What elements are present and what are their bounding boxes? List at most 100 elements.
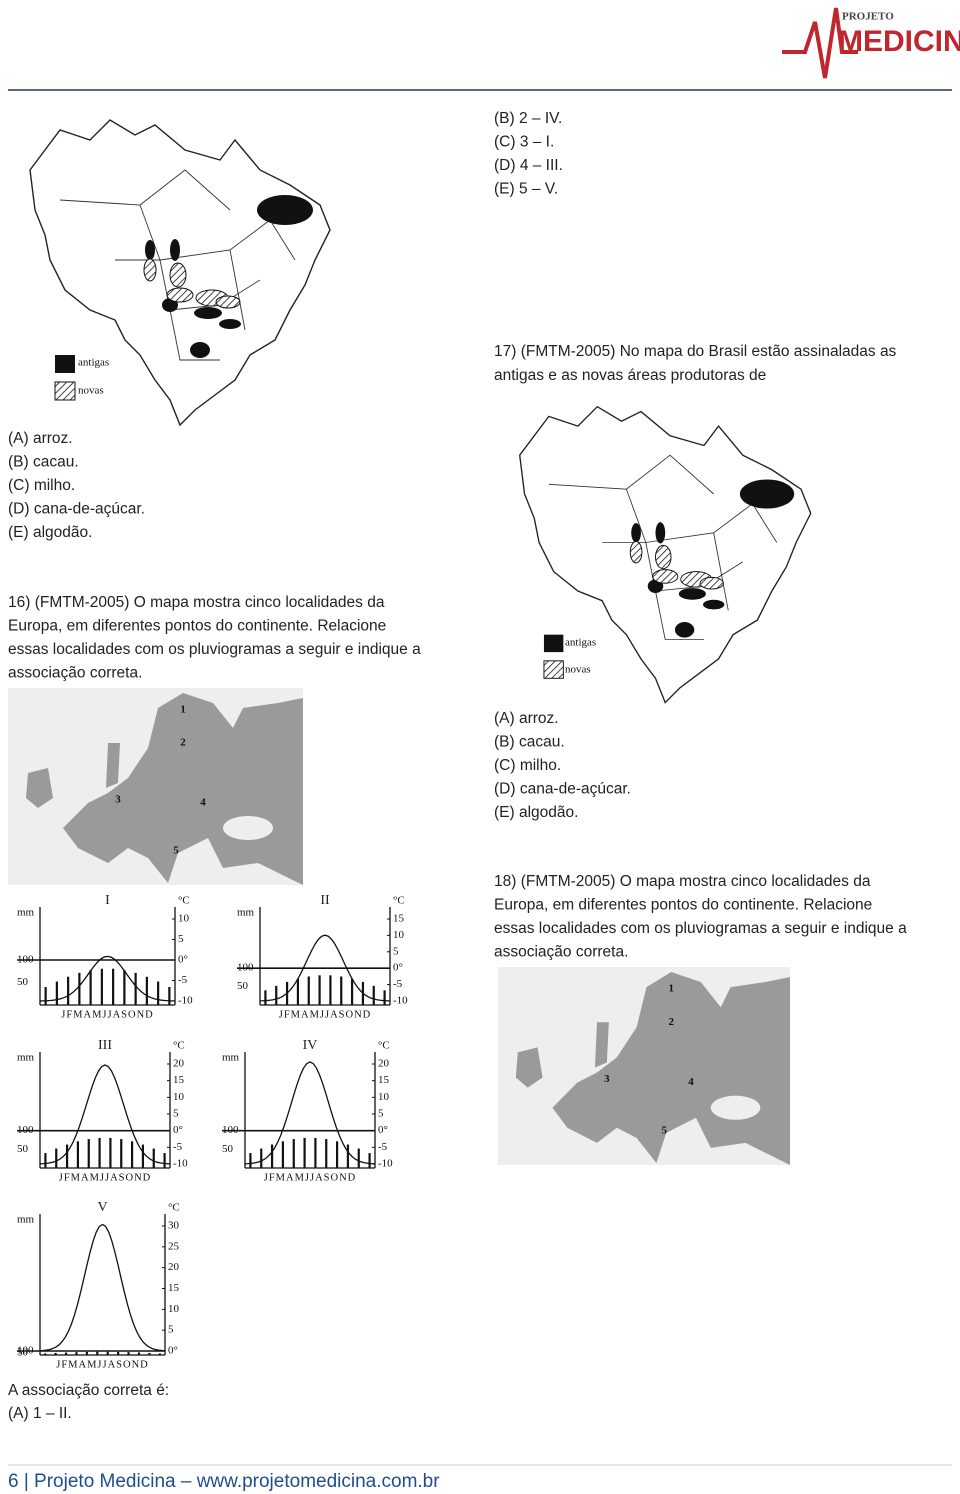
right-tick-label: 10 <box>378 1091 390 1103</box>
question-line: antigas e as novas áreas produtoras de <box>494 367 766 384</box>
logo-pulse <box>782 7 858 79</box>
right-tick-label: 5 <box>393 945 399 957</box>
old-area <box>739 479 795 509</box>
question-line: Europa, em diferentes pontos do continen… <box>494 897 872 914</box>
option: (B) cacau. <box>8 454 79 471</box>
left-tick-label: 100 <box>222 1124 239 1136</box>
option: (A) 1 – II. <box>8 1405 72 1422</box>
old-area <box>170 239 180 261</box>
europe-map: 1 2 3 4 5 <box>498 967 790 1165</box>
logo-top: PROJETO <box>842 11 894 23</box>
state-border <box>229 249 246 331</box>
old-area <box>703 599 725 610</box>
question-line: 17) (FMTM-2005) No mapa do Brasil estão … <box>494 343 897 360</box>
right-tick-label: 15 <box>393 913 405 925</box>
legend-label: novas <box>78 385 104 397</box>
right-tick-label: 30 <box>168 1220 180 1232</box>
question-line: associação correta. <box>8 665 142 682</box>
europe-map: 1 2 3 4 5 <box>8 688 303 885</box>
right-tick-label: 0° <box>393 962 403 974</box>
right-tick-label: -10 <box>393 995 408 1007</box>
new-area <box>655 544 672 570</box>
brazil-map <box>518 405 812 704</box>
option: (A) arroz. <box>8 430 73 447</box>
question-line: 16) (FMTM-2005) O mapa mostra cinco loca… <box>8 594 385 611</box>
old-area <box>655 522 666 544</box>
question-line: associação correta. <box>494 944 628 961</box>
temperature-curve <box>244 1061 376 1165</box>
legend-old <box>55 355 75 373</box>
legend-label: novas <box>565 664 591 676</box>
right-tick-label: -10 <box>173 1158 188 1170</box>
months: JFMAMJJASOND <box>61 1009 154 1020</box>
right-tick-label: -10 <box>178 995 193 1007</box>
axis-unit: mm <box>222 1052 240 1064</box>
legend-new <box>543 660 564 679</box>
left-tick-label: 100 <box>17 1345 34 1357</box>
right-tick-label: 15 <box>173 1074 185 1086</box>
left-tick-label: 50 <box>17 1143 29 1155</box>
state-border <box>269 219 296 261</box>
right-tick-label: 10 <box>178 913 190 925</box>
temperature-curve <box>39 955 176 1002</box>
legend-old <box>543 634 564 653</box>
option: (B) 2 – IV. <box>494 110 562 127</box>
state-border <box>645 503 753 543</box>
months: JFMAMJJASOND <box>264 1172 357 1183</box>
axis-unit: mm <box>237 907 255 919</box>
option: (D) cana-de-açúcar. <box>494 781 631 798</box>
left-tick-label: 100 <box>17 1124 34 1136</box>
axis-unit: °C <box>168 1202 180 1214</box>
axis-unit: °C <box>178 895 190 907</box>
old-area <box>145 240 155 260</box>
right-tick-label: 0° <box>378 1124 388 1136</box>
right-tick-label: -5 <box>178 974 188 986</box>
old-area <box>631 523 641 543</box>
answer-intro: A associação correta é: <box>8 1382 169 1399</box>
right-tick-label: 20 <box>168 1261 180 1273</box>
right-tick-label: 5 <box>178 933 184 945</box>
left-tick-label: 50 <box>17 1347 29 1359</box>
right-tick-label: 0° <box>173 1124 183 1136</box>
right-tick-label: 5 <box>378 1108 384 1120</box>
land <box>595 1022 609 1068</box>
map-label: 4 <box>200 797 206 809</box>
right-tick-label: -5 <box>173 1141 183 1153</box>
right-tick-label: 0° <box>178 954 188 966</box>
axis-unit: °C <box>173 1040 185 1052</box>
sea-inner <box>710 1095 761 1120</box>
right-tick-label: 5 <box>173 1108 179 1120</box>
option: (E) algodão. <box>494 804 578 821</box>
option: (A) arroz. <box>494 710 559 727</box>
map-label: 4 <box>688 1076 694 1088</box>
right-tick-label: -5 <box>393 978 403 990</box>
months: JFMAMJJASOND <box>59 1172 152 1183</box>
state-border <box>169 309 220 361</box>
axis-unit: mm <box>17 907 35 919</box>
option: (B) cacau. <box>494 734 565 751</box>
right-tick-label: -5 <box>378 1141 388 1153</box>
right-tick-label: 15 <box>168 1282 180 1294</box>
footer-text: 6 | Projeto Medicina – www.projetomedici… <box>8 1471 440 1492</box>
map-label: 3 <box>604 1073 610 1085</box>
state-border <box>139 169 231 211</box>
legend-label: antigas <box>78 357 109 369</box>
old-area <box>219 319 241 329</box>
new-area <box>629 541 643 564</box>
old-area <box>674 622 695 638</box>
option: (D) cana-de-açúcar. <box>8 501 145 518</box>
legend-new <box>54 381 76 401</box>
new-area <box>166 287 194 303</box>
map-label: 1 <box>180 704 186 716</box>
new-area <box>652 569 679 584</box>
right-tick-label: 0° <box>168 1345 178 1357</box>
map-label: 2 <box>668 1016 674 1028</box>
land <box>26 768 53 808</box>
right-tick-label: 20 <box>173 1058 185 1070</box>
left-tick-label: 50 <box>17 976 29 988</box>
right-tick-label: 10 <box>393 929 405 941</box>
axis-unit: mm <box>17 1052 35 1064</box>
left-tick-label: 100 <box>17 954 34 966</box>
map-label: 3 <box>115 794 121 806</box>
